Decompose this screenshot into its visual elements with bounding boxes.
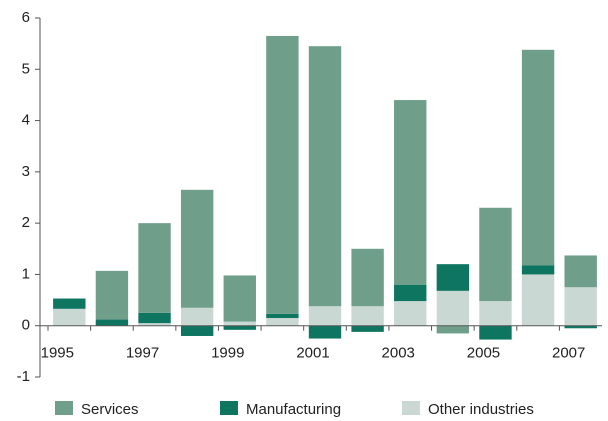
x-tick-label: 1999 (211, 345, 244, 362)
y-tick-label: -1 (17, 368, 30, 385)
bar-segment (351, 325, 384, 332)
x-tick-label: 2007 (552, 345, 585, 362)
bar-segment (180, 307, 214, 326)
y-tick-label: 1 (22, 265, 30, 282)
bar-segment (223, 275, 256, 322)
y-tick-label: 0 (22, 317, 30, 334)
x-tick-label: 2001 (296, 345, 329, 362)
y-tick-label: 5 (22, 60, 30, 77)
y-tick-label: 6 (22, 9, 30, 26)
bar-segment (436, 264, 470, 291)
bar-segment (95, 270, 129, 320)
bar-segment (266, 313, 299, 319)
bar-segment (138, 223, 171, 313)
bar-segment (308, 306, 342, 326)
bar-segment (138, 312, 171, 324)
y-tick-label: 4 (22, 112, 30, 129)
bar-segment (266, 318, 299, 326)
legend-swatch (55, 401, 73, 415)
bar-segment (95, 319, 129, 326)
bar-segment (180, 325, 214, 336)
legend-label: Services (81, 401, 139, 418)
x-tick-label: 1997 (126, 345, 159, 362)
bar-segment (351, 248, 384, 307)
x-tick-label: 1995 (41, 345, 74, 362)
bar-segment (308, 325, 342, 339)
bar-segment (223, 325, 256, 330)
bar-segment (479, 325, 512, 340)
bar-segment (180, 189, 214, 308)
bar-segment (564, 287, 597, 326)
legend-label: Other industries (428, 401, 534, 418)
bar-segment (351, 306, 384, 326)
bar-segment (53, 298, 86, 309)
bar-segment (266, 35, 299, 314)
bar-segment (394, 301, 427, 326)
bar-segment (521, 49, 555, 266)
bar-segment (223, 321, 256, 326)
bar-segment (138, 323, 171, 326)
bar-segment (521, 265, 555, 275)
legend-swatch (220, 401, 238, 415)
bar-segment (479, 301, 512, 326)
bar-segment (564, 255, 597, 288)
x-tick-label: 2003 (382, 345, 415, 362)
bar-segment (564, 325, 597, 329)
bar-segment (53, 308, 86, 326)
bar-segment (308, 46, 342, 307)
legend-swatch (402, 401, 420, 415)
legend-label: Manufacturing (246, 401, 341, 418)
bar-segment (394, 284, 427, 302)
bar-segment (394, 100, 427, 285)
y-tick-label: 2 (22, 214, 30, 231)
x-tick-label: 2005 (467, 345, 500, 362)
bar-segment (436, 290, 470, 326)
bar-segment (479, 207, 512, 302)
bar-segment (521, 274, 555, 326)
bar-segment (436, 325, 470, 334)
y-tick-label: 3 (22, 163, 30, 180)
